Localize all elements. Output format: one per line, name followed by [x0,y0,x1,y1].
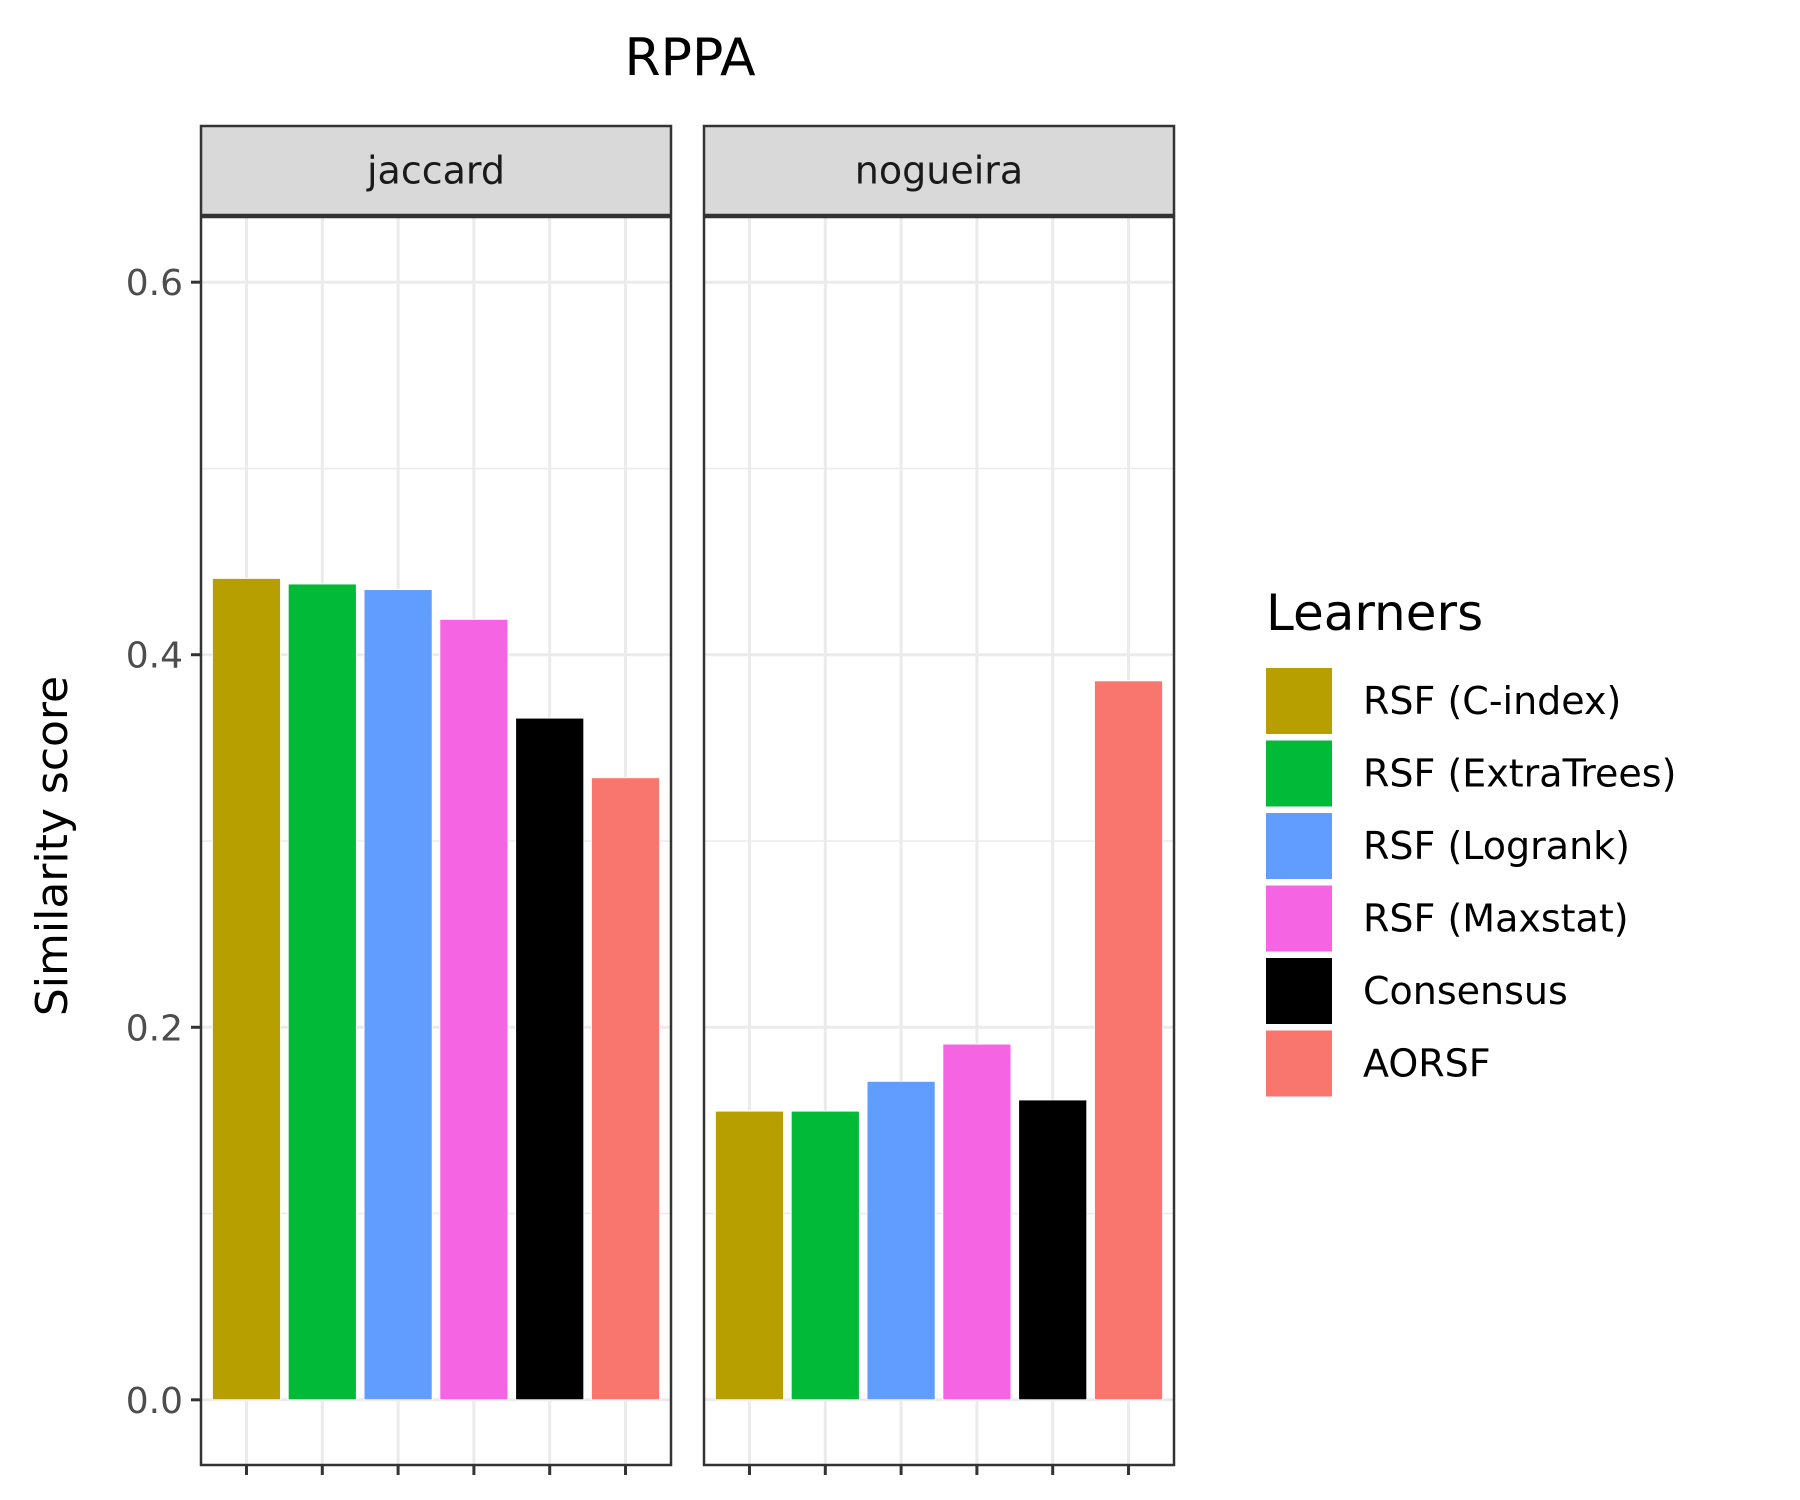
legend-label: RSF (ExtraTrees) [1363,752,1676,796]
legend-label: Consensus [1363,969,1568,1013]
legend-item: RSF (C-index) [1266,668,1621,734]
legend-key [1266,958,1332,1024]
legend-key [1266,740,1332,807]
panel-border [702,215,1176,1467]
y-tick-label: 0.0 [126,1381,183,1422]
bar-nogueira-3 [866,1080,936,1401]
legend-label: RSF (Maxstat) [1363,897,1629,941]
legend: Learners RSF (C-index)RSF (ExtraTrees)RS… [1266,584,1676,1097]
legend-item: Consensus [1266,958,1568,1024]
legend-item: RSF (Logrank) [1266,813,1630,879]
chart-title: RPPA [624,28,756,88]
y-tick-label: 0.6 [126,263,183,304]
legend-key [1266,813,1332,879]
facet-strip [702,124,1176,217]
legend-item: AORSF [1266,1030,1491,1097]
legend-label: RSF (Logrank) [1363,824,1630,868]
panel-border [199,215,673,1467]
legend-items: RSF (C-index) RSF (ExtraTrees) RSF (Logran… [1266,668,1676,1097]
legend-label: AORSF [1363,1042,1491,1086]
y-axis: 0.0 0.2 0.4 0.6 [126,263,201,1422]
bar-jaccard-4 [439,618,509,1401]
facet-strip [199,124,673,217]
bar-nogueira-2 [790,1110,860,1401]
bar-nogueira-5 [1018,1099,1088,1401]
bar-jaccard-5 [515,717,585,1401]
y-axis-title: Similarity score [27,676,78,1016]
legend-title: Learners [1266,584,1483,642]
bar-nogueira-1 [714,1110,785,1401]
facet-panel-jaccard: jaccard [199,124,673,1475]
bar-nogueira-4 [942,1043,1012,1401]
bar-jaccard-1 [211,577,282,1401]
legend-item: RSF (ExtraTrees) [1266,740,1676,807]
legend-key [1266,885,1332,952]
facet-panels: jaccard nogueira [199,124,1176,1475]
bar-jaccard-3 [363,589,433,1401]
facet-strip-label: jaccard [366,149,505,193]
legend-label: RSF (C-index) [1363,679,1621,723]
legend-key [1266,668,1332,734]
y-tick-label: 0.2 [126,1008,183,1049]
bar-nogueira-6 [1093,680,1164,1401]
legend-key [1266,1030,1332,1097]
y-tick-label: 0.4 [126,636,183,677]
bar-jaccard-6 [590,777,661,1401]
legend-item: RSF (Maxstat) [1266,885,1629,952]
bar-jaccard-2 [287,583,357,1401]
facet-panel-nogueira: nogueira [702,124,1176,1475]
facet-strip-label: nogueira [855,149,1023,193]
